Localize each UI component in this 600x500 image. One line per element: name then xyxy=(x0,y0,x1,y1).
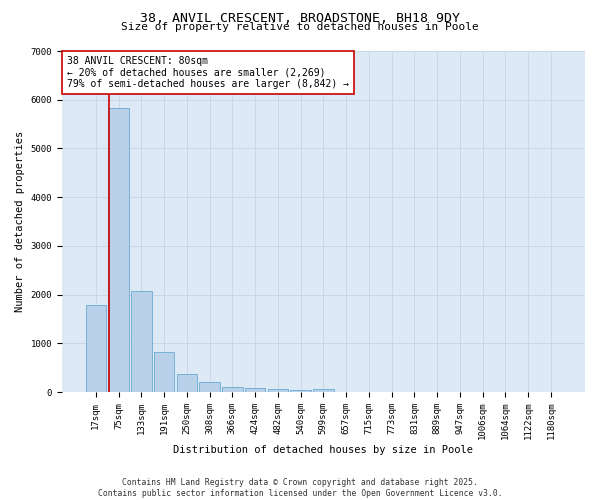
Bar xyxy=(245,388,265,392)
Bar xyxy=(290,390,311,392)
Bar xyxy=(199,382,220,392)
Bar xyxy=(222,387,242,392)
Bar xyxy=(131,290,152,392)
Bar xyxy=(86,306,106,392)
Bar xyxy=(176,374,197,392)
Bar xyxy=(268,388,288,392)
Bar xyxy=(154,352,175,392)
Text: Contains HM Land Registry data © Crown copyright and database right 2025.
Contai: Contains HM Land Registry data © Crown c… xyxy=(98,478,502,498)
X-axis label: Distribution of detached houses by size in Poole: Distribution of detached houses by size … xyxy=(173,445,473,455)
Text: 38, ANVIL CRESCENT, BROADSTONE, BH18 9DY: 38, ANVIL CRESCENT, BROADSTONE, BH18 9DY xyxy=(140,12,460,26)
Bar xyxy=(313,390,334,392)
Y-axis label: Number of detached properties: Number of detached properties xyxy=(15,131,25,312)
Bar xyxy=(109,108,129,392)
Text: Size of property relative to detached houses in Poole: Size of property relative to detached ho… xyxy=(121,22,479,32)
Text: 38 ANVIL CRESCENT: 80sqm
← 20% of detached houses are smaller (2,269)
79% of sem: 38 ANVIL CRESCENT: 80sqm ← 20% of detach… xyxy=(67,56,349,90)
